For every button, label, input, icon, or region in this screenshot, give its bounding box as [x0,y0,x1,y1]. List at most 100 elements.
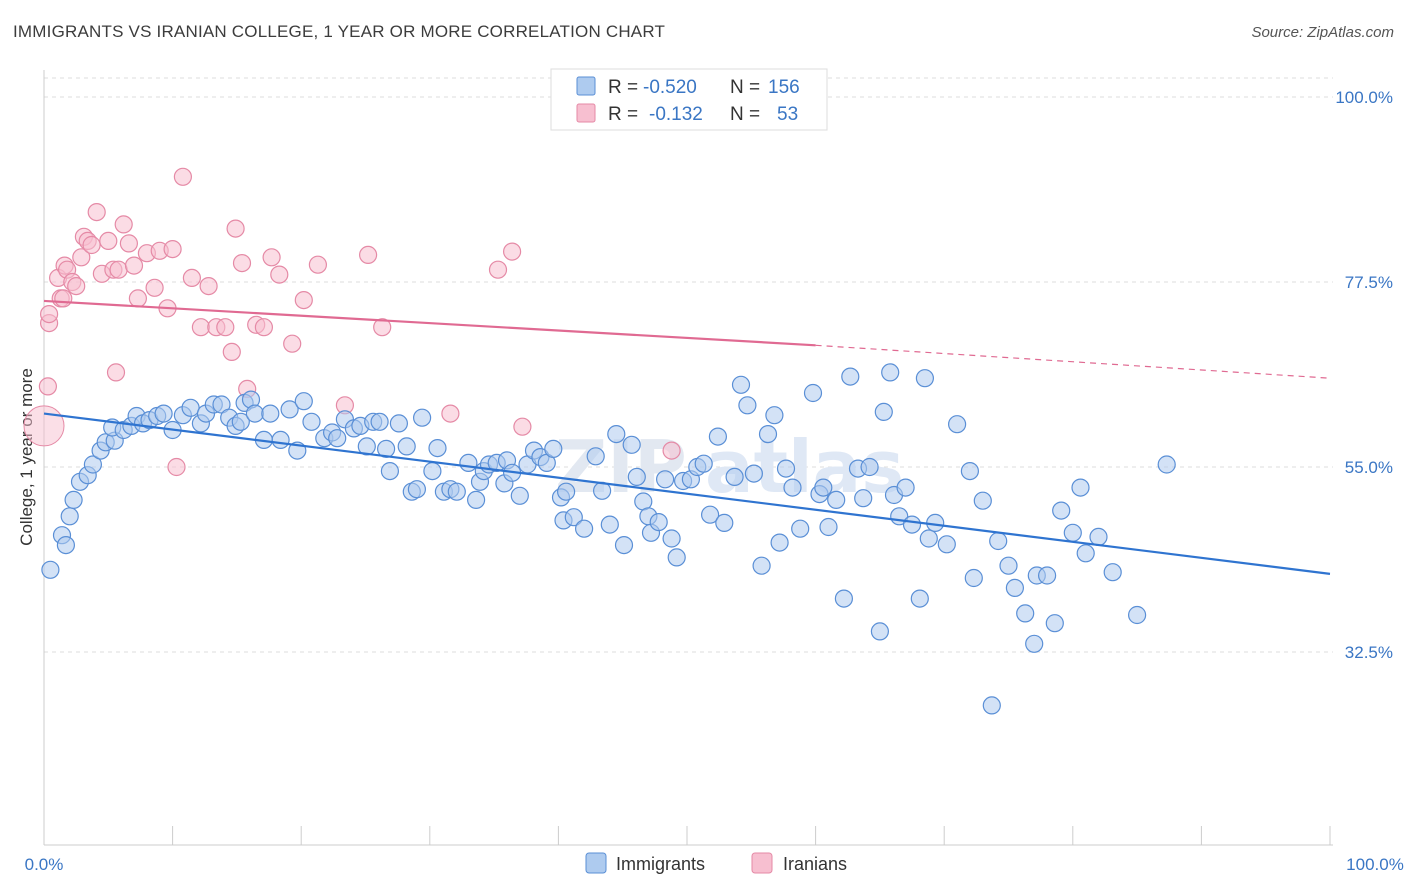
legend-n-value-1: 156 [768,77,800,98]
immigrants-point-98 [700,505,720,524]
immigrants-point-99 [708,427,728,446]
immigrants-point-127 [896,478,915,497]
iranians-points [23,104,760,477]
iranians-point-14 [87,203,106,222]
immigrants-point-2 [56,535,76,555]
legend-r-value-1: -0.520 [643,77,697,98]
iranians-point-30 [173,167,192,186]
iranians-point-50 [441,404,460,423]
immigrants-point-134 [947,415,967,434]
immigrants-point-140 [999,556,1018,575]
iranians-point-46 [308,255,327,274]
iranians-trend-line-extension [815,344,1331,379]
bottom-legend-immigrants: Immigrants [616,854,705,874]
iranians-point-0 [38,377,58,396]
x-tick-label-max: 100.0% [1346,855,1404,874]
immigrants-point-33 [261,404,280,423]
immigrants-point-154 [1157,455,1176,474]
immigrants-point-69 [510,486,529,505]
immigrants-point-85 [622,435,641,454]
iranians-point-51 [488,260,508,279]
immigrants-point-55 [423,462,442,481]
immigrants-point-61 [467,490,486,509]
legend-n-label-1: N = [730,77,760,98]
iranians-point-33 [199,277,218,296]
legend-n-value-2: 53 [777,104,798,125]
immigrants-point-3 [60,507,79,526]
immigrants-point-142 [1016,604,1035,623]
immigrants-point-74 [544,439,563,458]
legend-swatch-iranians [576,103,596,123]
immigrants-point-48 [377,439,396,458]
immigrants-point-82 [600,515,619,534]
legend: R = -0.520 N = 156 R = -0.132 N = 53 [550,68,828,131]
immigrants-point-118 [841,367,860,386]
iranians-point-41 [254,318,273,337]
y-tick-label-0: 100.0% [1335,88,1393,107]
immigrants-point-149 [1071,478,1090,497]
immigrants-point-21 [181,398,200,417]
immigrants-point-136 [964,568,983,588]
immigrants-point-53 [407,480,426,499]
immigrants-point-60 [459,453,478,472]
immigrants-point-114 [814,478,833,497]
immigrants-point-56 [428,439,447,458]
immigrants-point-0 [41,560,60,579]
immigrants-point-37 [294,392,313,411]
iranians-point-49 [373,318,392,337]
immigrants-point-7 [83,455,103,474]
immigrants-point-116 [827,490,846,509]
y-axis-title: College, 1 year or more [17,368,36,546]
immigrants-point-109 [776,459,796,478]
immigrants-point-123 [874,402,893,421]
immigrants-point-79 [574,519,594,538]
legend-swatch-immigrants [576,76,596,96]
x-tick-label-min: 0.0% [25,855,64,874]
grid-lines [44,77,1333,653]
immigrants-point-84 [614,535,634,555]
iranians-point-22 [124,256,144,275]
y-tick-label-3: 32.5% [1345,643,1393,662]
iranians-trend-line [43,299,816,347]
immigrants-point-138 [982,696,1001,715]
iranians-point-38 [232,254,252,273]
immigrants-point-100 [715,513,734,533]
iranians-point-13 [82,235,101,255]
y-tick-label-2: 55.0% [1345,458,1393,477]
immigrants-point-51 [397,437,416,456]
immigrants-point-50 [389,414,408,433]
iranians-point-45 [294,291,313,310]
immigrants-point-105 [752,556,771,575]
immigrants-point-47 [370,412,389,431]
iranians-point-53 [513,417,532,436]
immigrants-point-128 [902,515,922,534]
iranians-point-9 [67,277,86,296]
y-tick-labels: 100.0% 77.5% 55.0% 32.5% [1335,88,1393,662]
iranians-point-36 [222,342,241,361]
immigrants-point-97 [694,454,713,473]
immigrants-point-90 [649,512,668,532]
iranians-point-32 [191,318,210,337]
immigrants-point-152 [1103,563,1122,582]
immigrants-point-38 [302,412,321,431]
iranians-point-19 [109,260,128,279]
immigrants-point-76 [556,482,576,501]
immigrants-point-83 [607,425,626,444]
immigrants-point-133 [937,535,956,554]
immigrants-point-102 [731,375,751,394]
immigrants-point-93 [667,548,686,567]
y-tick-label-1: 77.5% [1345,273,1393,292]
immigrants-point-54 [413,408,432,427]
x-ticks [43,826,1331,845]
chart-title: IMMIGRANTS VS IRANIAN COLLEGE, 1 YEAR OR… [13,22,666,41]
iranians-point-54 [662,441,681,460]
immigrants-point-143 [1025,634,1044,653]
immigrants-point-18 [154,404,173,423]
bottom-legend: Immigrants Iranians [585,852,847,874]
immigrants-point-101 [725,467,744,486]
immigrants-point-112 [803,383,823,403]
iranians-point-37 [226,219,245,238]
immigrants-point-135 [960,462,980,481]
immigrants-point-131 [919,529,938,548]
